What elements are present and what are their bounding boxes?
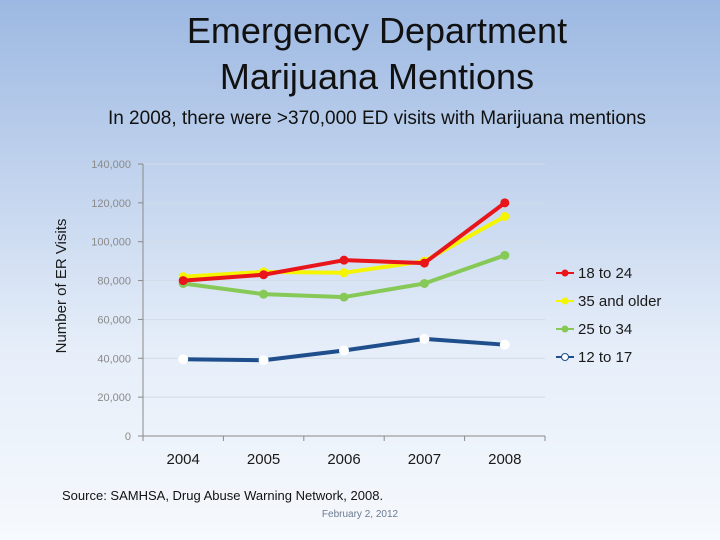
axes	[138, 163, 546, 441]
y-tick-label: 100,000	[91, 237, 131, 249]
legend: 18 to 24 35 and older 25 to 34 12 to 17	[556, 265, 661, 366]
legend-marker	[561, 269, 569, 277]
data-point	[500, 250, 510, 260]
data-point	[178, 354, 189, 365]
legend-marker	[561, 297, 569, 305]
x-tick-label: 2006	[327, 451, 360, 468]
data-point	[339, 292, 349, 302]
data-point	[339, 268, 349, 278]
legend-label: 35 and older	[578, 293, 661, 310]
source-note: Source: SAMHSA, Drug Abuse Warning Netwo…	[62, 488, 384, 503]
data-point	[419, 258, 429, 268]
data-point	[178, 276, 188, 286]
data-point	[339, 345, 349, 356]
data-point	[339, 255, 349, 265]
y-tick-labels: 0 20,000 40,000 60,000 80,000 100,000 120,000 1…	[91, 159, 131, 443]
footer-date: February 2, 2012	[321, 509, 399, 520]
y-tick-label: 80,000	[97, 276, 131, 288]
x-tick-label: 2005	[247, 451, 280, 468]
x-tick-label: 2008	[488, 451, 521, 468]
legend-label: 12 to 17	[578, 349, 632, 366]
x-tick-labels: 2004 2005 2006 2007 2008	[167, 451, 522, 468]
legend-label: 25 to 34	[578, 321, 632, 338]
data-point	[419, 333, 430, 344]
y-tick-label: 60,000	[97, 314, 131, 326]
y-tick-label: 40,000	[97, 353, 131, 365]
slide-title: Emergency Department Marijuana Mentions	[186, 10, 568, 97]
data-point	[259, 270, 269, 280]
y-tick-label: 140,000	[91, 159, 131, 171]
data-point	[259, 289, 269, 299]
legend-marker	[561, 353, 569, 361]
data-point	[499, 339, 510, 350]
data-point	[419, 278, 429, 288]
x-tick-label: 2007	[408, 451, 441, 468]
x-tick-label: 2004	[167, 451, 200, 468]
slide-subtitle: In 2008, there were >370,000 ED visits w…	[107, 108, 647, 129]
y-tick-label: 20,000	[97, 392, 131, 404]
data-point	[258, 355, 269, 366]
legend-label: 18 to 24	[578, 265, 632, 282]
data-point	[500, 211, 510, 221]
y-tick-label: 120,000	[91, 198, 131, 210]
y-tick-label: 0	[125, 431, 131, 443]
legend-marker	[561, 325, 569, 333]
y-axis-label: Number of ER Visits	[53, 219, 70, 354]
series-line	[183, 214, 506, 279]
series-lines	[178, 198, 510, 366]
data-point	[500, 198, 510, 208]
